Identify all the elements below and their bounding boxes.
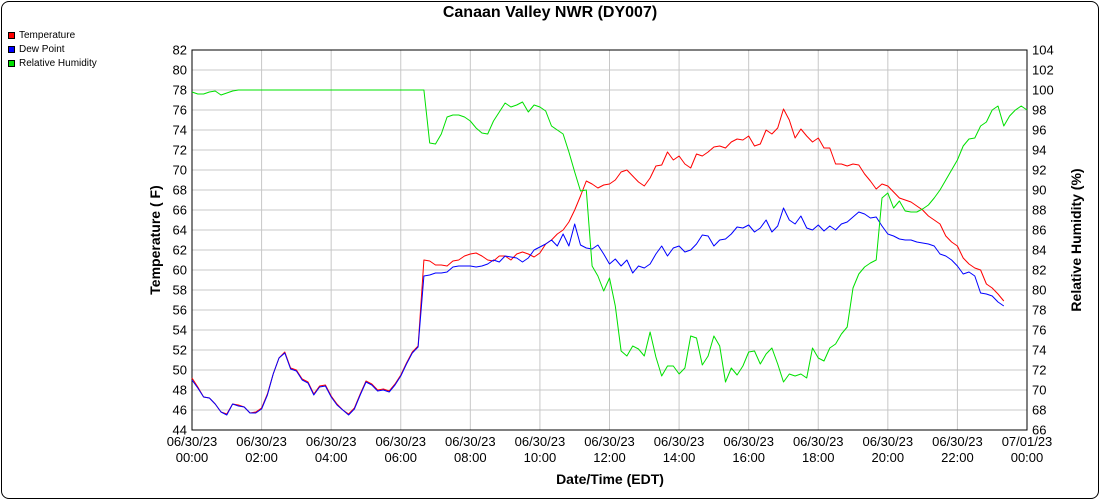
right-axis-ticks: 66 68 70 72 74 76 78 80 82 84 86 88 90 92 94 96 98 100 102…: [1032, 43, 1054, 438]
y2-tick-label: 84: [1032, 243, 1046, 258]
x-tick-time: 16:00: [732, 450, 765, 465]
x-tick-time: 08:00: [454, 450, 487, 465]
relative-humidity-line: [191, 89, 1028, 383]
y-tick-label: 52: [173, 343, 187, 358]
y-tick-label: 46: [173, 403, 187, 418]
y-tick-label: 82: [173, 43, 187, 58]
y2-tick-label: 68: [1032, 403, 1046, 418]
temperature-line: [191, 108, 1005, 415]
chart-legend: Temperature Dew Point Relative Humidity: [8, 28, 97, 70]
left-axis-ticks: 44 46 48 50 52 54 56 58 60 62 64 66 68 70 72 74 76 78 80 82: [173, 43, 187, 438]
x-tick-time: 22:00: [941, 450, 974, 465]
legend-swatch-relative-humidity: [8, 59, 15, 67]
x-tick-date: 06/30/23: [723, 434, 774, 449]
y2-axis-title: Relative Humidity (%): [1068, 168, 1084, 311]
x-tick-time: 02:00: [245, 450, 278, 465]
y-tick-label: 70: [173, 163, 187, 178]
x-tick-time: 00:00: [176, 450, 209, 465]
x-tick-date: 06/30/23: [375, 434, 426, 449]
legend-item-relative-humidity: Relative Humidity: [8, 56, 97, 70]
x-tick-time: 12:00: [593, 450, 626, 465]
y-tick-label: 66: [173, 203, 187, 218]
x-tick-time: 10:00: [524, 450, 557, 465]
x-tick-time: 20:00: [872, 450, 905, 465]
x-tick-date: 06/30/23: [584, 434, 635, 449]
y2-tick-label: 66: [1032, 423, 1046, 438]
y2-tick-label: 86: [1032, 223, 1046, 238]
x-tick-date: 06/30/23: [445, 434, 496, 449]
x-tick-date: 07/01/23: [1002, 434, 1053, 449]
y2-tick-label: 76: [1032, 323, 1046, 338]
y-tick-label: 50: [173, 363, 187, 378]
chart-title: Canaan Valley NWR (DY007): [442, 4, 658, 21]
y2-tick-label: 102: [1032, 63, 1054, 78]
y-tick-label: 64: [173, 223, 187, 238]
y2-tick-label: 78: [1032, 303, 1046, 318]
legend-item-temperature: Temperature: [8, 28, 97, 42]
y2-tick-label: 98: [1032, 103, 1046, 118]
y-tick-label: 76: [173, 103, 187, 118]
y2-tick-label: 82: [1032, 263, 1046, 278]
dew-point-line: [191, 207, 1005, 416]
y-axis-title: Temperature ( F): [147, 185, 163, 294]
y-tick-label: 54: [173, 323, 187, 338]
y-tick-label: 80: [173, 63, 187, 78]
y2-tick-label: 104: [1032, 43, 1054, 58]
y2-tick-label: 80: [1032, 283, 1046, 298]
x-tick-time: 18:00: [802, 450, 835, 465]
y2-tick-label: 74: [1032, 343, 1046, 358]
data-series: [191, 89, 1028, 416]
x-tick-date: 06/30/23: [515, 434, 566, 449]
x-tick-time: 00:00: [1011, 450, 1044, 465]
x-tick-time: 06:00: [384, 450, 417, 465]
y-tick-label: 72: [173, 143, 187, 158]
y-tick-label: 62: [173, 243, 187, 258]
y-tick-label: 58: [173, 283, 187, 298]
y-tick-label: 74: [173, 123, 187, 138]
x-tick-date: 06/30/23: [863, 434, 914, 449]
x-tick-date: 06/30/23: [306, 434, 357, 449]
legend-label-temperature: Temperature: [19, 29, 76, 41]
y-tick-label: 44: [173, 423, 187, 438]
y2-tick-label: 70: [1032, 383, 1046, 398]
y2-tick-label: 94: [1032, 143, 1046, 158]
y-tick-label: 60: [173, 263, 187, 278]
x-tick-date: 06/30/23: [932, 434, 983, 449]
x-tick-date: 06/30/23: [793, 434, 844, 449]
y2-tick-label: 100: [1032, 83, 1054, 98]
legend-item-dew-point: Dew Point: [8, 42, 97, 56]
x-tick-time: 04:00: [315, 450, 348, 465]
x-tick-date: 06/30/23: [654, 434, 705, 449]
y2-tick-label: 90: [1032, 183, 1046, 198]
legend-label-dew-point: Dew Point: [19, 43, 65, 55]
legend-swatch-temperature: [8, 31, 15, 39]
y-tick-label: 78: [173, 83, 187, 98]
x-tick-time: 14:00: [663, 450, 696, 465]
legend-swatch-dew-point: [8, 45, 15, 53]
y-tick-label: 68: [173, 183, 187, 198]
plot-area: [191, 49, 1028, 431]
x-tick-date: 06/30/23: [167, 434, 218, 449]
x-axis-ticks: 06/30/2300:0006/30/2302:0006/30/2304:000…: [167, 434, 1053, 465]
legend-label-relative-humidity: Relative Humidity: [19, 57, 97, 69]
grid-lines: [192, 50, 1027, 430]
y2-tick-label: 92: [1032, 163, 1046, 178]
x-axis-title: Date/Time (EDT): [556, 471, 664, 487]
y-tick-label: 48: [173, 383, 187, 398]
y2-tick-label: 72: [1032, 363, 1046, 378]
y2-tick-label: 96: [1032, 123, 1046, 138]
y-tick-label: 56: [173, 303, 187, 318]
y2-tick-label: 88: [1032, 203, 1046, 218]
x-tick-date: 06/30/23: [236, 434, 287, 449]
